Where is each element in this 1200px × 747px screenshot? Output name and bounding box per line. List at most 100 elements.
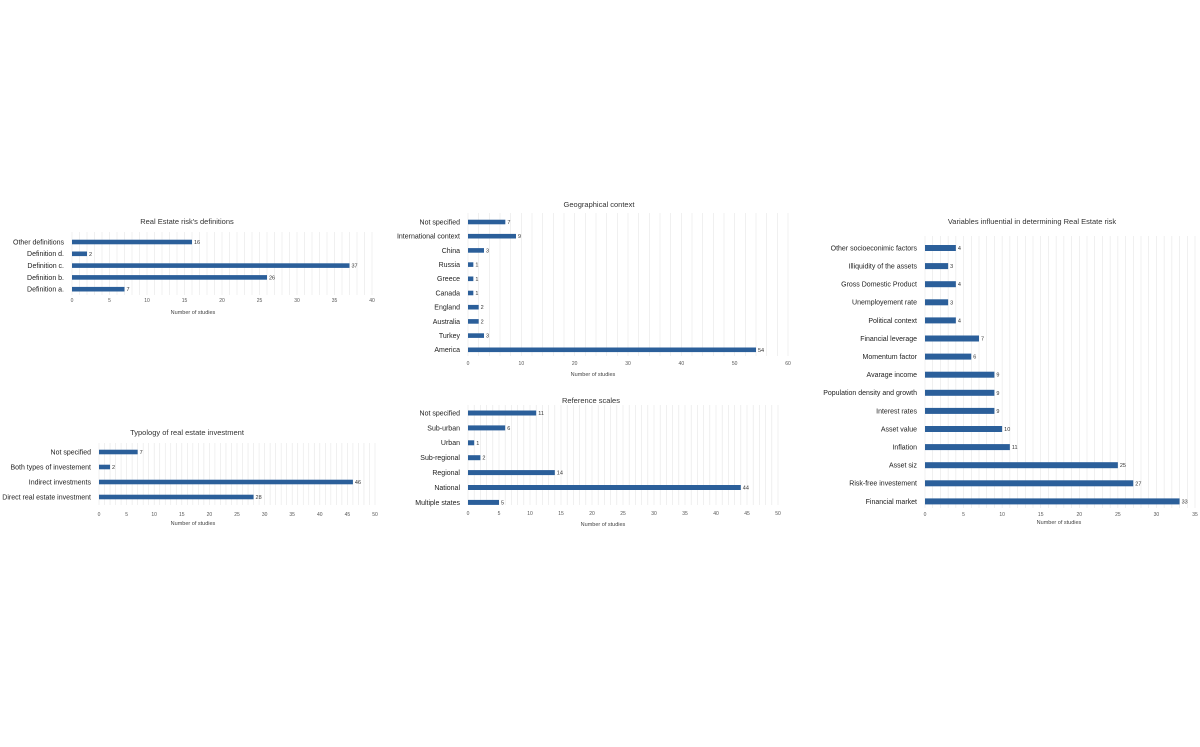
bar [925,263,949,270]
chart-title: Typology of real estate investment [130,428,245,437]
data-label: 3 [486,248,489,254]
data-label: 25 [1120,463,1126,469]
bar [72,239,192,245]
category-label: Canada [435,290,460,297]
x-tick-label: 0 [467,361,470,367]
data-label: 46 [355,480,361,486]
data-label: 9 [996,409,999,415]
data-label: 9 [996,373,999,379]
category-label: Political context [868,318,917,325]
category-label: Gross Domestic Product [841,282,917,289]
x-axis-label: Number of studies [581,522,626,528]
chart-title: Reference scales [562,396,620,405]
bar [925,389,995,396]
bar [925,281,956,288]
bar [99,464,111,470]
x-tick-label: 25 [1115,512,1121,518]
category-label: Momentum factor [863,354,918,361]
data-label: 6 [507,426,510,432]
category-label: Both types of investement [10,464,91,471]
x-tick-label: 35 [682,511,688,517]
bar [925,480,1134,487]
data-label: 28 [256,495,262,501]
bar [468,262,474,267]
bar [468,319,479,324]
data-label: 9 [518,234,521,240]
x-tick-label: 50 [732,361,738,367]
x-tick-label: 10 [144,298,150,304]
x-axis-label: Number of studies [171,310,216,316]
chart-definitions: Real Estate risk's definitions 0 5 10 15 20 2… [13,217,375,316]
x-tick-label: 20 [1077,512,1083,518]
category-label: Regional [432,470,460,477]
category-label: China [442,248,460,255]
bar [468,499,499,505]
data-label: 4 [958,282,961,288]
data-label: 26 [269,275,275,281]
x-axis-label: Number of studies [571,372,616,378]
category-label: Illiquidity of the assets [849,264,918,271]
bar [99,494,254,500]
category-label: Definition a. [27,287,64,294]
chart-title: Variables influential in determining Rea… [948,217,1117,226]
bar [72,275,267,280]
x-tick-label: 0 [98,512,101,518]
category-label: Urban [441,440,460,447]
category-label: National [434,485,460,492]
category-label: Not specified [420,219,461,226]
x-tick-label: 10 [527,511,533,517]
data-label: 14 [557,471,563,477]
category-label: Population density and growth [823,390,917,397]
bar [468,304,479,310]
bar [925,299,949,306]
category-label: International context [397,234,460,241]
data-label: 3 [950,264,953,270]
chart-geographical-context: Geographical context 0 10 20 30 40 50 60 Not sp… [397,200,791,378]
category-label: Not specified [51,449,92,456]
bar [925,317,956,324]
data-label: 9 [996,391,999,397]
x-tick-label: 35 [1192,512,1198,518]
category-label: Financial leverage [860,336,917,343]
x-tick-label: 0 [71,298,74,304]
bar [72,263,350,268]
data-label: 1 [476,441,479,447]
data-label: 3 [950,300,953,306]
data-label: 4 [958,246,961,252]
data-label: 7 [127,287,130,293]
x-tick-label: 15 [182,298,188,304]
x-tick-label: 30 [1154,512,1160,518]
category-label: Direct real estate investment [2,494,91,501]
data-label: 54 [758,348,764,354]
bar [925,407,995,414]
bar [468,470,555,476]
bar [925,462,1118,469]
x-tick-label: 40 [369,298,375,304]
category-label: Indirect investments [29,479,92,486]
data-label: 4 [958,318,961,324]
x-tick-label: 15 [558,511,564,517]
bar [925,245,956,251]
category-label: Avarage income [867,372,918,379]
bar [468,233,516,239]
data-label: 1 [475,263,478,269]
data-label: 1 [475,291,478,297]
x-tick-label: 15 [179,512,185,518]
category-label: Asset value [881,426,917,433]
x-tick-label: 40 [713,511,719,517]
x-tick-label: 30 [262,512,268,518]
category-label: Definition d. [27,251,64,258]
x-tick-label: 40 [317,512,323,518]
data-label: 3 [486,334,489,340]
chart-variables: Variables influential in determining Rea… [823,217,1198,526]
chart-title: Geographical context [564,200,636,209]
x-tick-label: 30 [294,298,300,304]
category-label: Definition c. [27,263,64,270]
chart-reference-scales: Reference scales 0 5 10 15 20 25 30 35 40 45 50Not… [415,396,781,528]
x-tick-label: 5 [962,512,965,518]
bar [72,286,125,292]
x-tick-label: 35 [289,512,295,518]
x-tick-label: 5 [125,512,128,518]
data-label: 33 [1182,499,1188,505]
bar [925,335,979,342]
